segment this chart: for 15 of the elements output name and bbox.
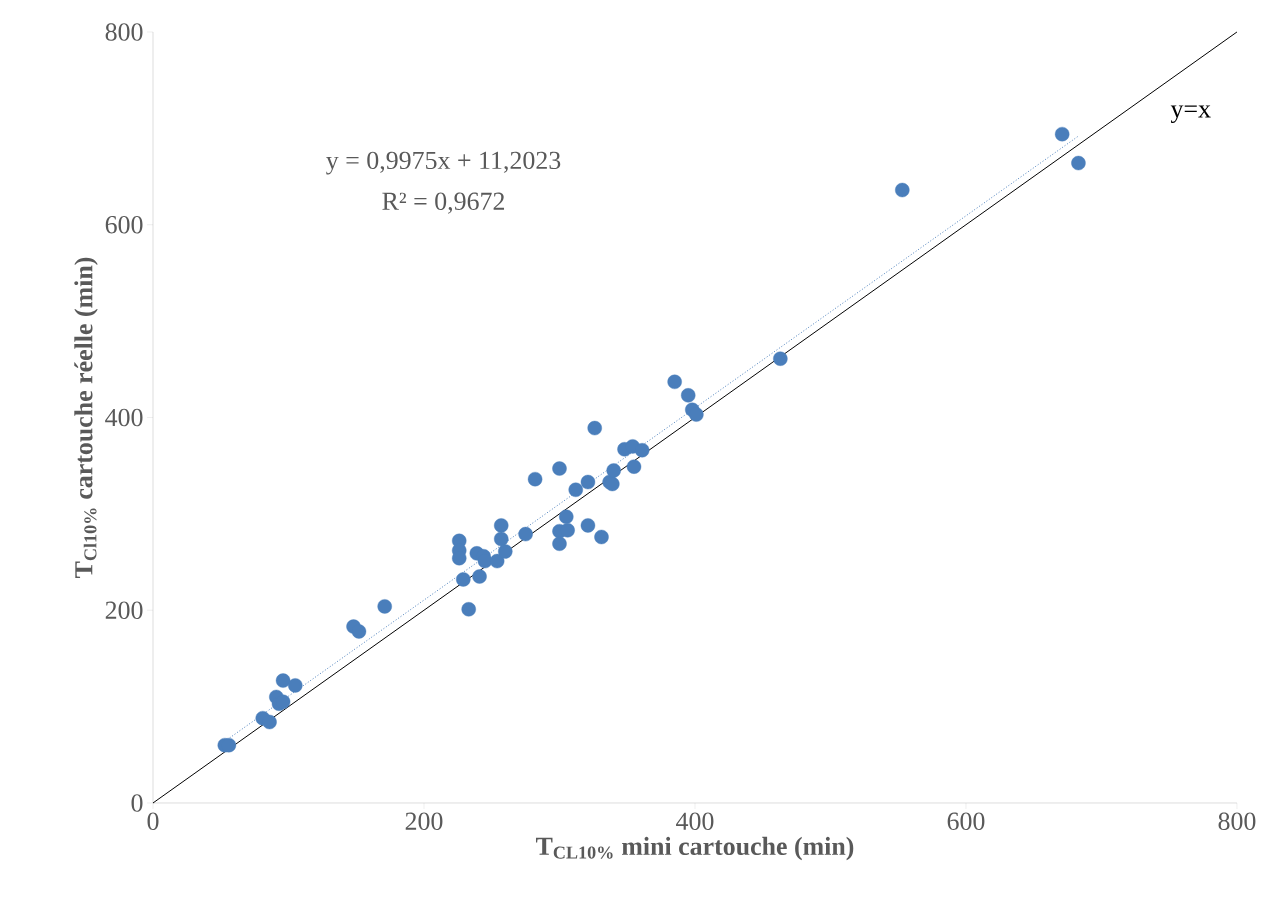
x-axis-title: T$_{CL10%}$ mini cartouche (min) — [536, 836, 854, 861]
x-tick-label: 200 — [405, 812, 443, 830]
y-tick-label: 400 — [105, 408, 143, 427]
annotation: R² = 0,9672 — [382, 192, 505, 214]
x-tick-label: 800 — [1218, 812, 1256, 830]
series-label: y=x — [1170, 105, 1211, 123]
x-tick-label: 600 — [947, 812, 985, 830]
y-tick-label: 200 — [105, 601, 143, 619]
y-axis-title: T$_{Cl10%}$ cartouche réelle (min) — [74, 257, 98, 578]
annotation: y = 0,9975x + 11,2023 — [326, 151, 561, 175]
y-tick-label: 800 — [105, 23, 143, 41]
x-tick-label: 400 — [676, 812, 714, 830]
y-tick-label: 600 — [105, 215, 143, 234]
y-tick-label: 0 — [131, 794, 143, 812]
x-tick-label: 0 — [147, 812, 159, 830]
